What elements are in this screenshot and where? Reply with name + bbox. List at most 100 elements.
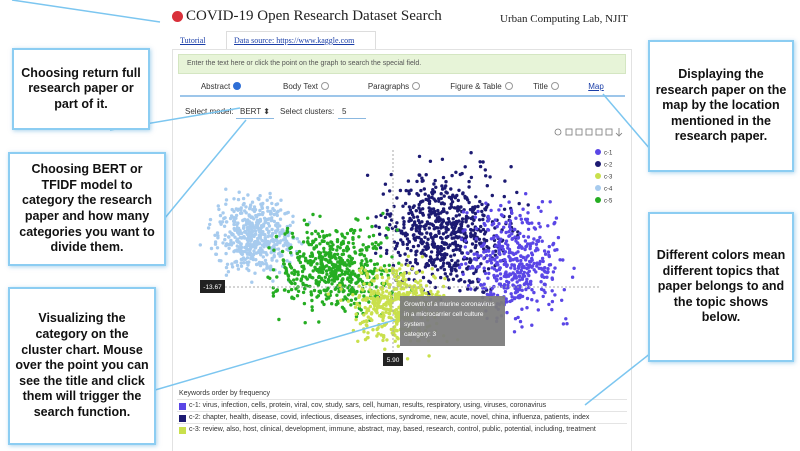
point[interactable] xyxy=(281,258,285,262)
point[interactable] xyxy=(304,222,309,227)
point[interactable] xyxy=(367,282,372,287)
point[interactable] xyxy=(498,252,502,257)
point[interactable] xyxy=(537,221,541,226)
point[interactable] xyxy=(473,231,477,236)
point[interactable] xyxy=(349,227,354,232)
point[interactable] xyxy=(428,159,433,163)
point[interactable] xyxy=(453,261,458,265)
point[interactable] xyxy=(393,309,397,313)
point[interactable] xyxy=(530,298,534,302)
point[interactable] xyxy=(466,224,470,228)
point[interactable] xyxy=(296,289,301,293)
point[interactable] xyxy=(230,207,234,212)
point[interactable] xyxy=(508,299,512,304)
point[interactable] xyxy=(353,305,358,309)
point[interactable] xyxy=(499,230,503,234)
point[interactable] xyxy=(444,230,448,234)
point[interactable] xyxy=(213,233,217,237)
point[interactable] xyxy=(519,258,523,263)
point[interactable] xyxy=(491,221,496,226)
point[interactable] xyxy=(466,216,470,220)
point[interactable] xyxy=(430,195,434,200)
point[interactable] xyxy=(379,266,383,270)
point[interactable] xyxy=(364,257,368,261)
point[interactable] xyxy=(482,256,486,261)
point[interactable] xyxy=(354,317,358,322)
point[interactable] xyxy=(427,206,431,210)
point[interactable] xyxy=(239,261,243,265)
point[interactable] xyxy=(520,277,525,281)
point[interactable] xyxy=(346,299,351,303)
point[interactable] xyxy=(502,225,506,229)
point[interactable] xyxy=(506,283,510,287)
point[interactable] xyxy=(407,189,411,193)
point[interactable] xyxy=(278,224,282,228)
point[interactable] xyxy=(351,241,355,246)
point[interactable] xyxy=(265,266,269,270)
point[interactable] xyxy=(426,237,430,241)
point[interactable] xyxy=(242,236,247,240)
point[interactable] xyxy=(385,279,389,283)
point[interactable] xyxy=(506,243,510,247)
point[interactable] xyxy=(264,261,268,266)
point[interactable] xyxy=(251,208,255,212)
point[interactable] xyxy=(347,269,351,273)
point[interactable] xyxy=(499,259,503,263)
point[interactable] xyxy=(485,219,490,223)
point[interactable] xyxy=(223,237,227,242)
point[interactable] xyxy=(318,234,322,239)
point[interactable] xyxy=(431,240,435,244)
point[interactable] xyxy=(445,211,449,215)
point[interactable] xyxy=(235,249,239,253)
point[interactable] xyxy=(326,241,330,246)
point[interactable] xyxy=(410,266,415,271)
point[interactable] xyxy=(224,265,229,270)
point[interactable] xyxy=(451,217,455,221)
point[interactable] xyxy=(367,235,371,239)
point[interactable] xyxy=(408,290,412,295)
point[interactable] xyxy=(245,225,250,230)
point[interactable] xyxy=(296,270,300,274)
point[interactable] xyxy=(477,278,481,282)
point[interactable] xyxy=(402,220,406,224)
point[interactable] xyxy=(417,173,421,177)
point[interactable] xyxy=(454,230,458,234)
point[interactable] xyxy=(532,261,536,266)
point[interactable] xyxy=(534,270,538,274)
point[interactable] xyxy=(277,317,281,322)
point[interactable] xyxy=(516,236,520,240)
point[interactable] xyxy=(265,205,270,210)
point[interactable] xyxy=(322,234,326,238)
point[interactable] xyxy=(446,217,451,221)
point[interactable] xyxy=(346,258,350,262)
point[interactable] xyxy=(518,278,522,282)
point[interactable] xyxy=(406,254,411,258)
point[interactable] xyxy=(467,200,471,205)
point[interactable] xyxy=(486,249,490,253)
point[interactable] xyxy=(470,264,474,269)
point[interactable] xyxy=(495,244,499,248)
point[interactable] xyxy=(223,216,227,220)
point[interactable] xyxy=(510,278,514,282)
point[interactable] xyxy=(435,253,440,257)
point[interactable] xyxy=(357,295,361,299)
point[interactable] xyxy=(338,260,342,264)
point[interactable] xyxy=(347,289,352,293)
point[interactable] xyxy=(394,272,399,276)
point[interactable] xyxy=(279,198,283,202)
point[interactable] xyxy=(328,247,332,252)
point[interactable] xyxy=(565,322,569,326)
point[interactable] xyxy=(347,279,352,283)
point[interactable] xyxy=(465,251,469,255)
point[interactable] xyxy=(546,270,550,274)
point[interactable] xyxy=(358,228,363,232)
point[interactable] xyxy=(489,208,493,213)
point[interactable] xyxy=(505,300,509,304)
point[interactable] xyxy=(421,199,425,203)
point[interactable] xyxy=(414,289,418,293)
point[interactable] xyxy=(427,258,432,263)
point[interactable] xyxy=(530,251,534,255)
point[interactable] xyxy=(481,160,485,164)
point[interactable] xyxy=(401,204,405,208)
point[interactable] xyxy=(303,256,308,260)
